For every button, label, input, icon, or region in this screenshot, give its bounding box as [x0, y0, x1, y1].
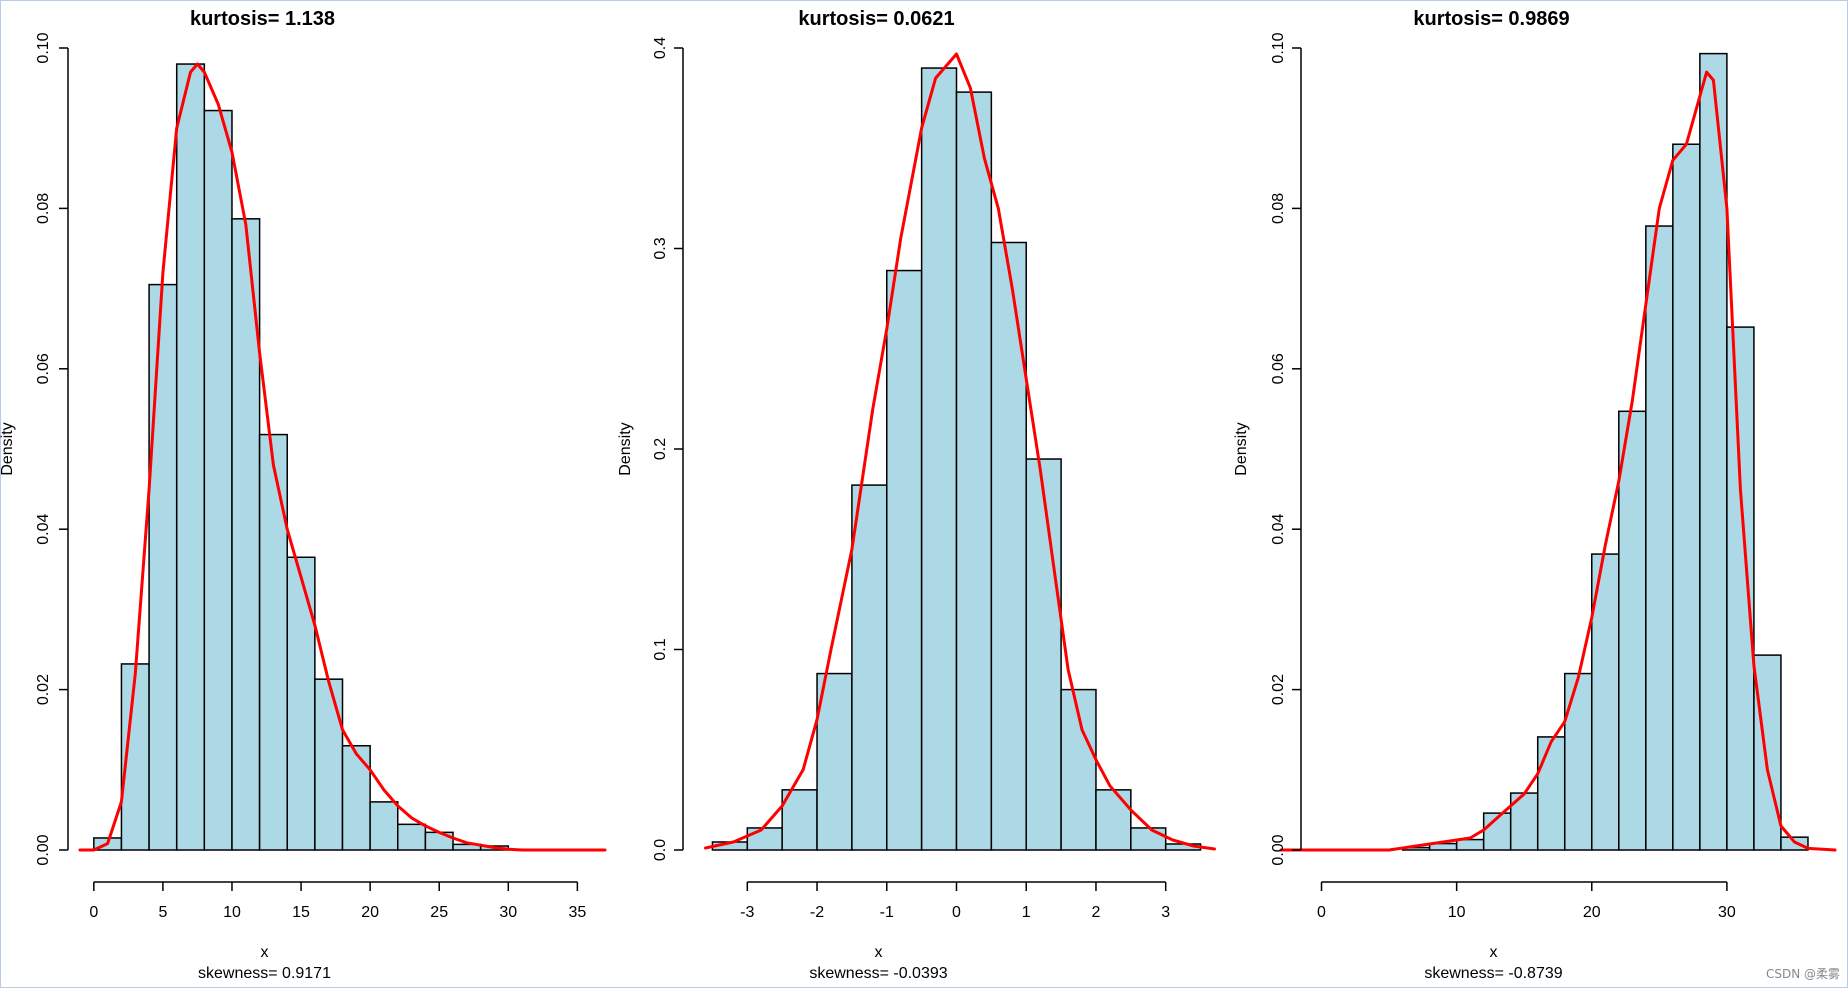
histogram-bar — [397, 823, 427, 851]
histogram-bar — [781, 789, 818, 851]
y-tick-label: 0.04 — [35, 514, 52, 545]
histogram-bar — [816, 672, 853, 851]
histogram-bar — [1455, 838, 1485, 851]
x-tick-label: 5 — [158, 904, 167, 921]
x-tick-label: 0 — [89, 904, 98, 921]
histogram-bar — [148, 283, 178, 851]
watermark: CSDN @柔雾 — [1766, 967, 1840, 981]
y-tick-label: 0.4 — [652, 37, 669, 59]
y-tick-label: 0.02 — [35, 674, 52, 705]
histogram-bar — [1536, 736, 1566, 851]
y-tick-label: 0.0 — [652, 839, 669, 861]
histogram-bar — [175, 63, 206, 851]
x-tick-label: 0 — [1317, 904, 1326, 921]
x-tick-label: -3 — [740, 904, 754, 921]
y-tick-label: 0.04 — [1270, 514, 1287, 545]
histogram-bar — [851, 484, 888, 851]
histogram-bar — [1726, 326, 1755, 851]
density-curve — [1279, 70, 1837, 852]
histogram-bar — [369, 801, 399, 851]
y-tick-label: 0.08 — [35, 193, 52, 224]
chart-title: kurtosis= 0.0621 — [798, 8, 954, 30]
y-tick-label: 0.1 — [652, 638, 669, 660]
x-tick-label: -1 — [880, 904, 894, 921]
y-tick-label: 0.00 — [1270, 834, 1287, 865]
histogram-bar — [1025, 458, 1062, 851]
x-tick-label: 10 — [1448, 904, 1466, 921]
density-curve — [704, 52, 1216, 851]
x-tick-label: -2 — [810, 904, 824, 921]
x-tick-label: 20 — [361, 904, 379, 921]
chart-subtitle: skewness= -0.0393 — [809, 965, 947, 982]
y-tick-label: 0.08 — [1270, 193, 1287, 224]
x-axis-label: x — [1490, 944, 1498, 961]
y-axis-label: Density — [617, 422, 634, 475]
y-tick-label: 0.06 — [35, 353, 52, 384]
histogram-bar — [1699, 52, 1728, 851]
histogram-bar — [955, 91, 993, 851]
y-tick-label: 0.06 — [1270, 353, 1287, 384]
histogram-bar — [1618, 410, 1647, 851]
histogram-panel-1: 0.00 0.02 0.04 0.06 0.08 0.10 0 5 10 15 20 25 30 35 ku… — [0, 8, 607, 982]
x-tick-label: 35 — [568, 904, 586, 921]
histogram-bar — [286, 556, 316, 851]
x-tick-label: 15 — [292, 904, 310, 921]
histogram-bar — [314, 678, 344, 851]
y-tick-label: 0.00 — [35, 834, 52, 865]
x-tick-label: 10 — [223, 904, 241, 921]
x-axis-label: x — [261, 944, 269, 961]
chart-title: kurtosis= 1.138 — [190, 8, 335, 30]
histogram-bar — [341, 744, 371, 851]
histogram-bar — [1095, 789, 1132, 851]
histogram-bar — [746, 827, 783, 851]
histogram-bar — [1672, 143, 1701, 851]
y-tick-label: 0.3 — [652, 237, 669, 259]
y-tick-label: 0.02 — [1270, 674, 1287, 705]
chart-subtitle: skewness= 0.9171 — [198, 965, 331, 982]
x-tick-label: 20 — [1583, 904, 1601, 921]
histogram-panel-3: 0.00 0.02 0.04 0.06 0.08 0.10 0 10 20 30 kurtosis=… — [1233, 8, 1837, 982]
histogram-bar — [886, 269, 923, 851]
x-tick-label: 25 — [430, 904, 448, 921]
histogram-bar — [203, 109, 233, 851]
histogram-panel-2: 0.0 0.1 0.2 0.3 0.4 -3 -2 -1 0 1 2 3 kurtosis= 0.062… — [617, 8, 1216, 982]
histogram-bar — [1645, 225, 1674, 851]
chart-subtitle: skewness= -0.8739 — [1424, 965, 1562, 982]
y-axis-label: Density — [1233, 422, 1250, 475]
x-tick-label: 1 — [1022, 904, 1031, 921]
x-tick-label: 0 — [952, 904, 961, 921]
histogram-bar — [258, 433, 288, 851]
y-tick-label: 0.2 — [652, 438, 669, 460]
y-axis-label: Density — [0, 422, 16, 475]
x-tick-label: 3 — [1161, 904, 1170, 921]
x-tick-label: 30 — [1718, 904, 1736, 921]
density-curve — [78, 62, 607, 852]
x-axis-label: x — [875, 944, 883, 961]
chart-title: kurtosis= 0.9869 — [1413, 8, 1569, 30]
histogram-bar — [990, 241, 1027, 851]
x-tick-label: 30 — [499, 904, 517, 921]
histogram-bar — [1753, 654, 1782, 851]
x-tick-label: 2 — [1092, 904, 1101, 921]
y-tick-label: 0.10 — [35, 32, 52, 63]
histogram-bar — [1591, 553, 1620, 851]
y-tick-label: 0.10 — [1270, 32, 1287, 63]
histogram-bar — [1563, 672, 1593, 851]
histogram-bar — [1130, 827, 1167, 851]
histogram-bar — [920, 67, 958, 851]
